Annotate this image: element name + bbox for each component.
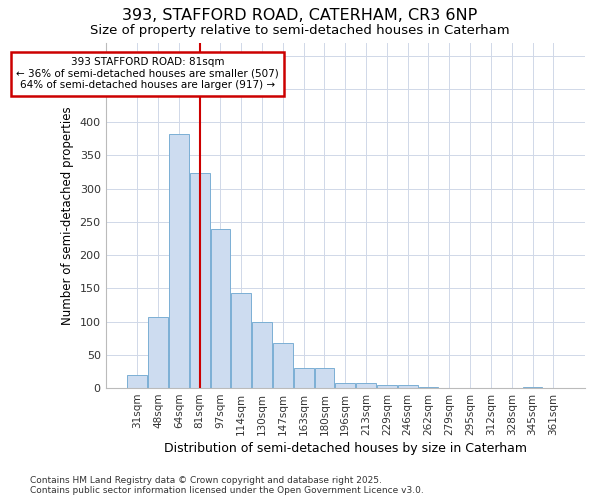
Bar bbox=[356, 383, 376, 388]
Bar bbox=[169, 134, 189, 388]
Bar bbox=[294, 368, 314, 388]
Bar bbox=[335, 383, 355, 388]
Text: Size of property relative to semi-detached houses in Caterham: Size of property relative to semi-detach… bbox=[90, 24, 510, 37]
Text: 393 STAFFORD ROAD: 81sqm
← 36% of semi-detached houses are smaller (507)
64% of : 393 STAFFORD ROAD: 81sqm ← 36% of semi-d… bbox=[16, 57, 279, 90]
Bar bbox=[398, 384, 418, 388]
Bar bbox=[232, 293, 251, 388]
Bar bbox=[273, 343, 293, 388]
Bar bbox=[314, 368, 334, 388]
Bar bbox=[252, 322, 272, 388]
Text: 393, STAFFORD ROAD, CATERHAM, CR3 6NP: 393, STAFFORD ROAD, CATERHAM, CR3 6NP bbox=[122, 8, 478, 22]
Text: Contains HM Land Registry data © Crown copyright and database right 2025.
Contai: Contains HM Land Registry data © Crown c… bbox=[30, 476, 424, 495]
Bar bbox=[211, 228, 230, 388]
Y-axis label: Number of semi-detached properties: Number of semi-detached properties bbox=[61, 106, 74, 324]
Bar bbox=[148, 317, 168, 388]
X-axis label: Distribution of semi-detached houses by size in Caterham: Distribution of semi-detached houses by … bbox=[164, 442, 527, 455]
Bar bbox=[127, 375, 147, 388]
Bar bbox=[377, 386, 397, 388]
Bar bbox=[190, 174, 209, 388]
